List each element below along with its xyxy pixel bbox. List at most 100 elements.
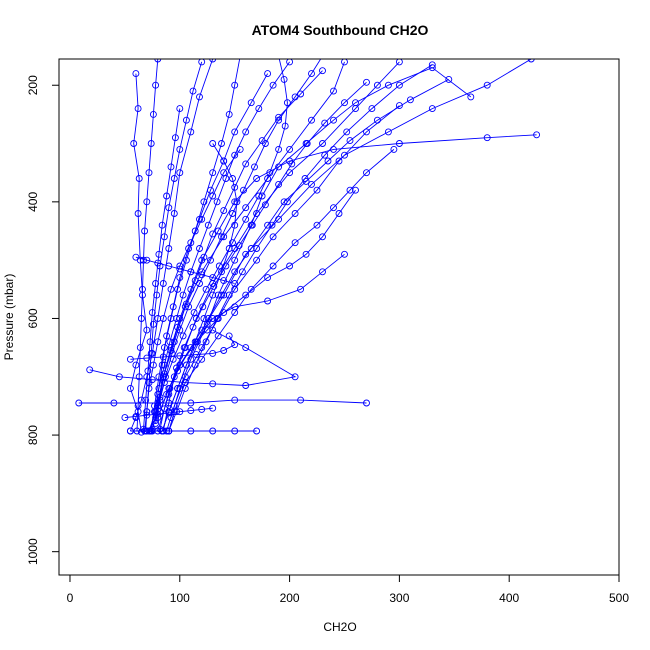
data-point: [363, 128, 370, 136]
data-point: [149, 320, 157, 328]
data-point: [467, 93, 475, 101]
data-point: [253, 245, 261, 252]
data-point: [200, 253, 208, 261]
data-point: [121, 414, 129, 422]
data-point: [135, 175, 143, 182]
data-point: [134, 105, 142, 113]
data-point: [192, 315, 200, 322]
data-point: [154, 338, 162, 346]
data-point: [143, 198, 151, 206]
data-point: [220, 169, 228, 177]
data-point: [231, 280, 239, 287]
data-point: [319, 268, 326, 276]
data-point: [187, 427, 195, 435]
data-point: [136, 344, 144, 352]
data-point: [210, 282, 218, 290]
data-point: [261, 201, 269, 209]
series-28: [148, 59, 291, 433]
data-point: [483, 134, 491, 142]
data-point: [231, 128, 239, 136]
series-line: [150, 59, 241, 432]
data-point: [192, 351, 200, 359]
series-line: [170, 67, 472, 418]
data-point: [198, 355, 206, 363]
data-point: [149, 110, 157, 118]
series-line: [157, 59, 532, 432]
data-point: [202, 285, 210, 293]
data-point: [335, 157, 343, 165]
series-line: [135, 256, 235, 284]
data-point: [173, 315, 180, 322]
series-line: [157, 189, 356, 418]
data-point: [406, 96, 414, 104]
data-point: [152, 419, 160, 427]
series-line: [155, 70, 323, 421]
series-line: [145, 61, 203, 432]
data-point: [281, 122, 289, 130]
series-line: [143, 108, 181, 430]
data-point: [132, 361, 140, 369]
data-point: [148, 309, 156, 317]
data-point: [156, 408, 164, 416]
series-25: [147, 59, 243, 435]
data-point: [373, 81, 381, 89]
series-8: [148, 131, 541, 435]
data-point: [147, 349, 155, 357]
series-line: [149, 61, 290, 432]
series-line: [151, 59, 288, 430]
data-point: [231, 256, 239, 264]
series-10: [75, 396, 370, 407]
data-point: [187, 268, 195, 276]
data-point: [146, 338, 154, 346]
series-line: [136, 59, 159, 432]
data-point: [240, 186, 247, 194]
data-point: [242, 204, 250, 212]
series-layer: [75, 59, 541, 436]
data-point: [154, 315, 162, 322]
series-22: [140, 105, 184, 433]
data-point: [291, 93, 299, 101]
data-point: [176, 408, 184, 416]
data-point: [132, 412, 140, 420]
data-point: [167, 315, 175, 322]
x-tick-label: 100: [170, 591, 190, 605]
data-point: [319, 233, 326, 241]
data-point: [264, 70, 272, 78]
data-point: [269, 233, 277, 241]
data-point: [214, 227, 222, 235]
data-point: [209, 380, 217, 388]
data-point: [179, 332, 187, 340]
data-point: [368, 105, 376, 113]
data-point: [130, 140, 138, 147]
data-point: [225, 291, 233, 299]
data-point: [341, 99, 348, 107]
series-line: [168, 149, 395, 432]
data-point: [182, 361, 190, 369]
series-line: [155, 59, 322, 424]
data-point: [159, 315, 167, 322]
series-line: [166, 105, 400, 432]
data-point: [253, 175, 261, 182]
data-point: [242, 128, 250, 136]
data-point: [242, 250, 250, 258]
data-point: [313, 186, 321, 194]
y-tick-label: 200: [26, 75, 40, 95]
data-point: [288, 160, 296, 168]
data-point: [198, 271, 206, 279]
data-point: [191, 227, 199, 235]
series-26: [152, 59, 325, 427]
data-point: [275, 116, 283, 124]
data-point: [283, 99, 291, 107]
x-tick-label: 400: [499, 591, 519, 605]
data-point: [220, 277, 228, 285]
series-30: [126, 332, 239, 363]
series-9: [165, 145, 398, 435]
data-point: [352, 186, 359, 194]
series-29: [132, 253, 239, 287]
data-point: [255, 192, 263, 200]
series-line: [78, 399, 367, 404]
data-point: [231, 303, 239, 311]
data-point: [154, 410, 162, 418]
data-point: [145, 169, 153, 177]
